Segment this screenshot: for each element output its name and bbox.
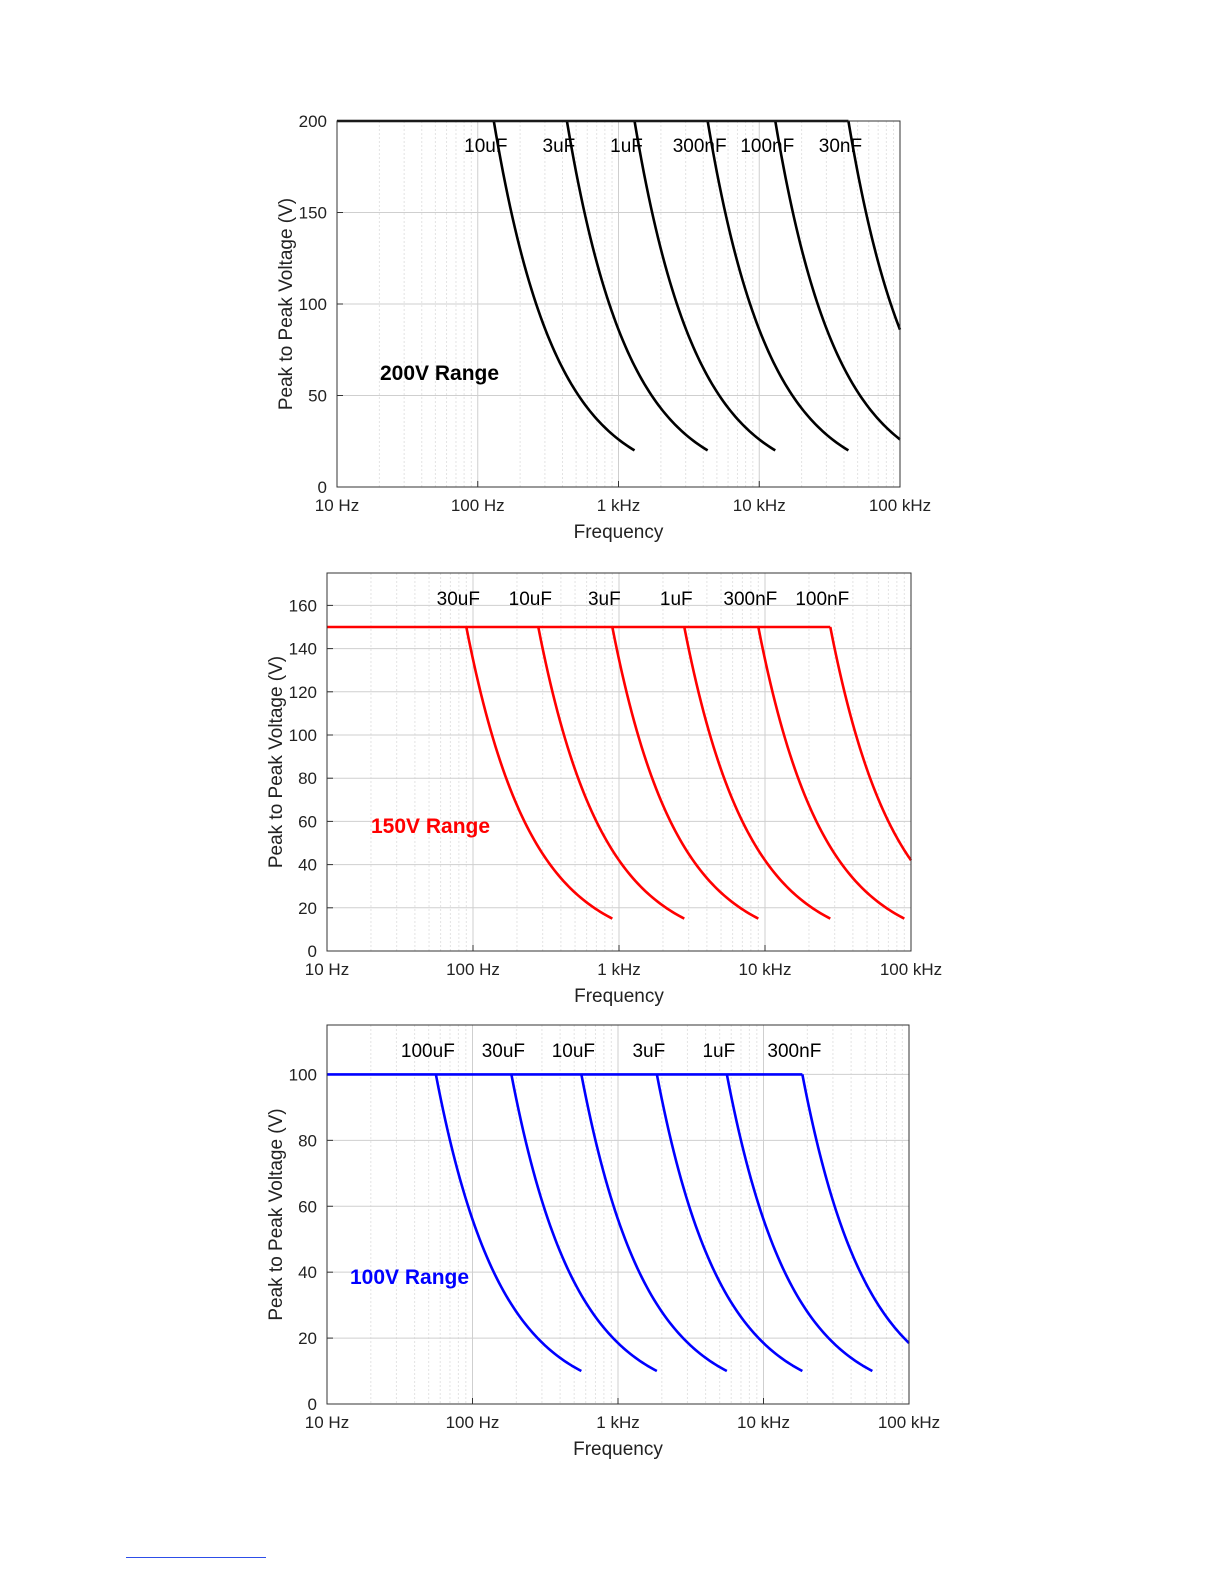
y-tick-label: 100 <box>289 1065 317 1084</box>
series-line-10uf <box>492 120 636 452</box>
series-label: 3uF <box>543 136 576 157</box>
series-line-300nf <box>706 120 850 452</box>
y-tick-label: 0 <box>308 1395 317 1414</box>
chart-1: 10 Hz 100 Hz 1 kHz 10 kHz 100 kHz 0 50 100 150 20… <box>276 112 931 543</box>
series-label: 30uF <box>482 1041 525 1062</box>
x-tick-label: 100 kHz <box>878 1413 940 1432</box>
series-line-100nf <box>829 626 913 862</box>
series-line-100uf <box>434 1074 582 1373</box>
series-line-3uf <box>565 120 709 452</box>
grid <box>326 1025 910 1405</box>
x-tick-label: 10 kHz <box>733 496 786 515</box>
y-tick-label: 60 <box>298 812 317 831</box>
chart-2: 10 Hz 100 Hz 1 kHz 10 kHz 100 kHz 0 20 40 60 80 10… <box>266 572 942 1007</box>
series-label: 30uF <box>437 589 480 610</box>
y-tick-label: 0 <box>308 942 317 961</box>
y-tick-label: 150 <box>299 204 327 223</box>
series-label: 100nF <box>795 589 849 610</box>
series-label: 10uF <box>509 589 552 610</box>
series-line-300nf <box>757 626 905 920</box>
series-label: 300nF <box>767 1041 821 1062</box>
x-tick-label: 1 kHz <box>597 496 640 515</box>
series-label: 3uF <box>632 1041 665 1062</box>
y-tick-label: 160 <box>289 596 317 615</box>
plot-frame <box>326 572 912 952</box>
series-line-3uf <box>611 626 759 920</box>
series-line-30uf <box>465 626 613 920</box>
y-tick-label: 100 <box>299 295 327 314</box>
x-tick-label: 100 kHz <box>880 960 942 979</box>
series-line-3uf <box>655 1074 803 1373</box>
x-tick-label: 10 kHz <box>739 960 792 979</box>
x-tick-label: 100 Hz <box>446 1413 500 1432</box>
footnote-rule <box>126 1557 266 1558</box>
y-tick-label: 40 <box>298 856 317 875</box>
range-annotation: 100V Range <box>350 1266 469 1289</box>
series-label: 300nF <box>723 589 777 610</box>
x-tick-label: 100 kHz <box>869 496 931 515</box>
series-label: 10uF <box>552 1041 595 1062</box>
series-label: 1uF <box>702 1041 735 1062</box>
range-annotation: 150V Range <box>371 815 490 838</box>
series-line-1uf <box>683 626 831 920</box>
x-tick-label: 1 kHz <box>597 960 640 979</box>
series-label: 100nF <box>740 136 794 157</box>
x-axis-label: Frequency <box>573 1439 663 1460</box>
y-axis-label: Peak to Peak Voltage (V) <box>276 198 297 410</box>
x-tick-label: 100 Hz <box>451 496 505 515</box>
y-axis-label: Peak to Peak Voltage (V) <box>266 656 287 868</box>
series-label: 30nF <box>819 136 862 157</box>
x-axis-label: Frequency <box>574 986 664 1007</box>
y-tick-label: 60 <box>298 1197 317 1216</box>
series-line-30nf <box>847 120 902 331</box>
y-tick-label: 40 <box>298 1263 317 1282</box>
y-tick-label: 20 <box>298 1329 317 1348</box>
x-tick-label: 10 kHz <box>737 1413 790 1432</box>
y-axis-label: Peak to Peak Voltage (V) <box>266 1108 287 1320</box>
series-line-1uf <box>633 120 776 452</box>
series-label: 300nF <box>673 136 727 157</box>
x-tick-label: 100 Hz <box>446 960 500 979</box>
series-line-100nf <box>774 120 901 441</box>
plot-frame <box>336 120 901 488</box>
y-tick-label: 0 <box>318 478 327 497</box>
series-label: 1uF <box>610 136 643 157</box>
x-tick-label: 10 Hz <box>315 496 359 515</box>
series-line-300nf <box>801 1074 910 1344</box>
y-tick-label: 20 <box>298 899 317 918</box>
x-tick-label: 10 Hz <box>305 1413 349 1432</box>
series-label: 3uF <box>588 589 621 610</box>
series-line-1uf <box>725 1074 873 1373</box>
plot-frame <box>326 1024 910 1405</box>
series-line-10uf <box>580 1074 728 1373</box>
y-tick-label: 50 <box>308 387 327 406</box>
x-tick-label: 10 Hz <box>305 960 349 979</box>
series-line-10uf <box>537 626 685 920</box>
y-tick-label: 200 <box>299 112 327 131</box>
y-tick-label: 120 <box>289 683 317 702</box>
range-annotation: 200V Range <box>380 362 499 385</box>
series-label: 1uF <box>660 589 693 610</box>
chart-3: 10 Hz 100 Hz 1 kHz 10 kHz 100 kHz 0 20 40 60 80 10… <box>266 1024 940 1460</box>
series-label: 10uF <box>464 136 507 157</box>
y-tick-label: 140 <box>289 640 317 659</box>
y-tick-label: 80 <box>298 1131 317 1150</box>
grid <box>326 573 912 952</box>
x-axis-label: Frequency <box>574 522 664 543</box>
y-tick-label: 80 <box>298 769 317 788</box>
x-tick-label: 1 kHz <box>596 1413 639 1432</box>
series-label: 100uF <box>401 1041 455 1062</box>
series-line-30uf <box>510 1074 658 1373</box>
y-tick-label: 100 <box>289 726 317 745</box>
